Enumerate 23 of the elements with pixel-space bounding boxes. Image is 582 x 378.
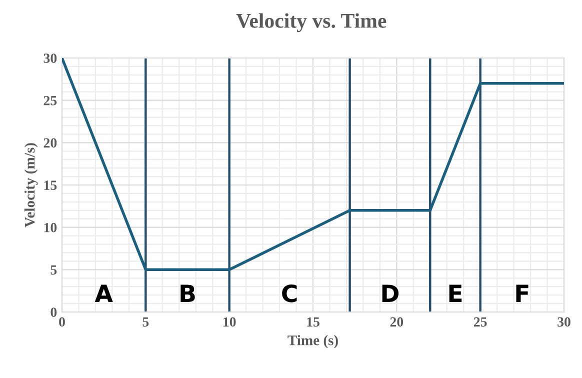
x-tick-label: 0 <box>59 317 65 327</box>
chart-title: Velocity vs. Time <box>236 13 386 32</box>
x-tick-label: 5 <box>142 317 149 327</box>
x-tick-label: 30 <box>558 317 570 327</box>
x-tick-label: 10 <box>224 317 236 327</box>
y-tick-label: 10 <box>44 222 57 232</box>
annotation: D <box>382 284 399 302</box>
x-tick-label: 15 <box>307 317 320 327</box>
y-tick-label: 15 <box>44 180 57 190</box>
x-tick-label: 20 <box>390 317 404 327</box>
y-tick-label: 5 <box>50 265 57 275</box>
annotation: E <box>449 284 462 302</box>
annotation: B <box>180 284 195 302</box>
y-tick-label: 0 <box>50 308 57 317</box>
annotation: F <box>516 284 528 302</box>
annotation: C <box>282 284 297 302</box>
x-tick-label: 25 <box>474 317 487 327</box>
y-tick-label: 30 <box>44 54 57 63</box>
annotation: A <box>94 284 113 302</box>
y-tick-label: 25 <box>44 96 57 106</box>
x-axis-title: Time (s) <box>288 335 338 348</box>
y-axis-title: Velocity (m/s) <box>24 143 38 228</box>
y-tick-label: 20 <box>44 138 57 148</box>
